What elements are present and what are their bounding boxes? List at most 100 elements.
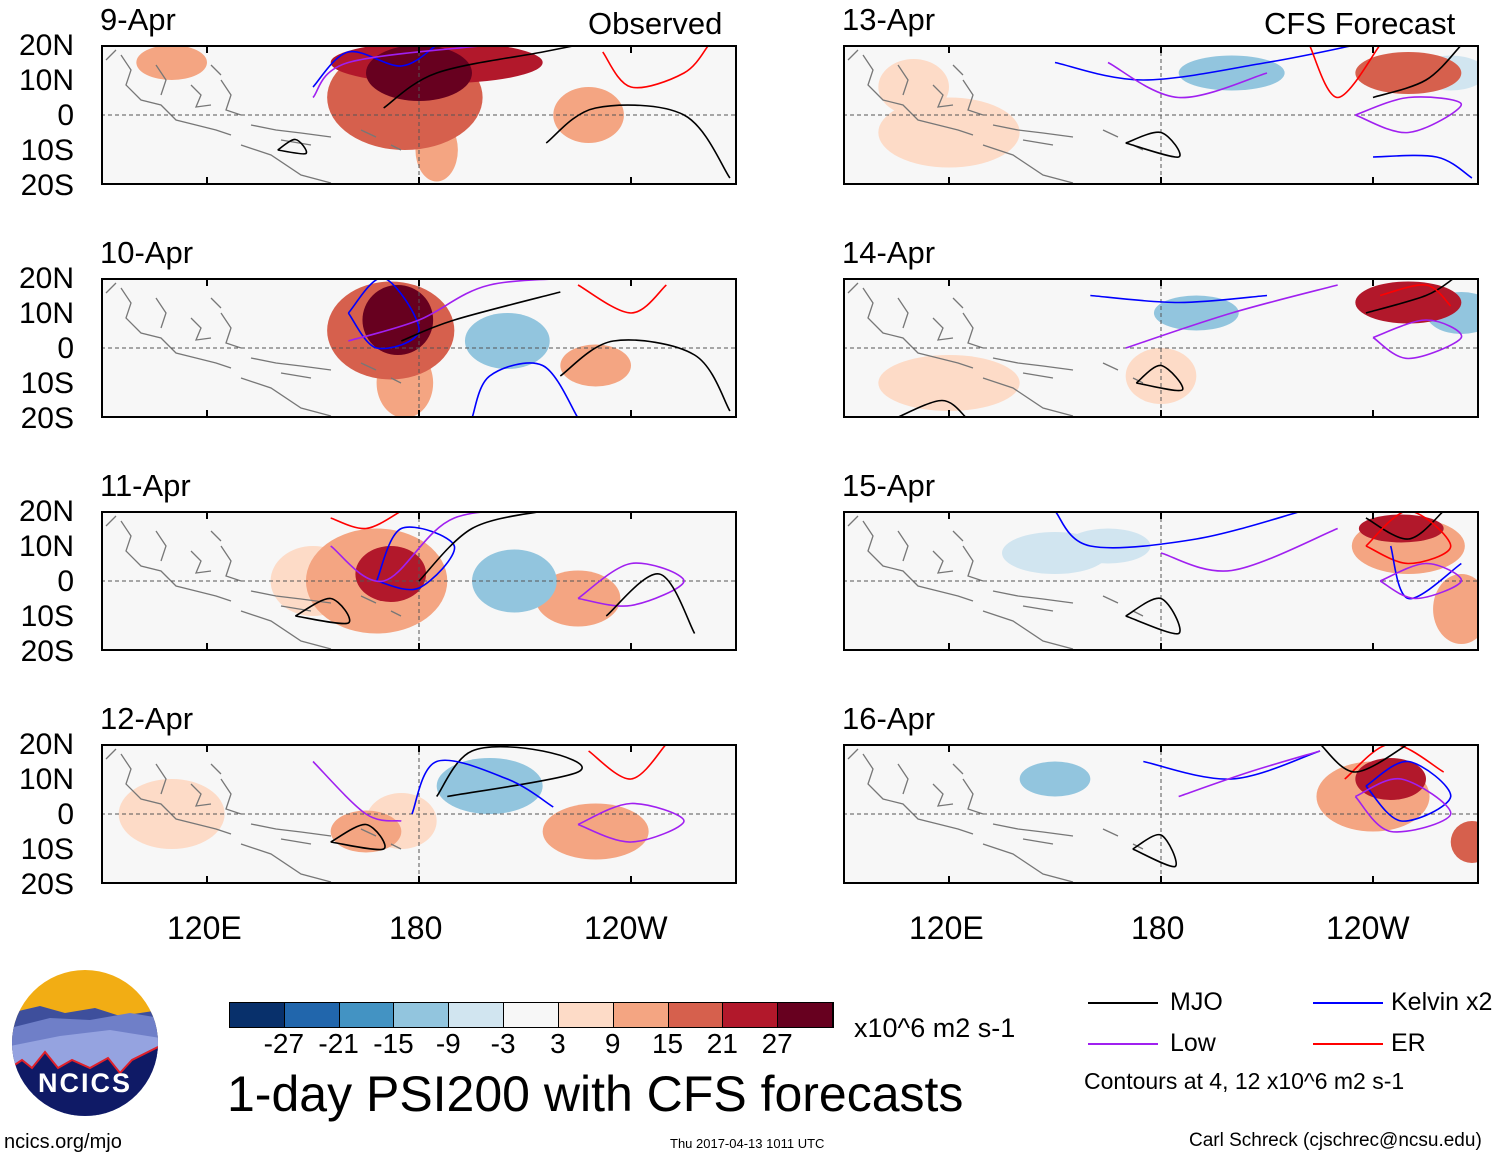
mjo-contour [330, 823, 386, 851]
colorbar-swatch [284, 1003, 340, 1027]
low-contour [1372, 319, 1463, 360]
anomaly-region [1358, 514, 1444, 543]
figure-title: 1-day PSI200 with CFS forecasts [227, 1066, 964, 1122]
legend-mjo-line [1088, 1002, 1158, 1004]
colorbar-label: 21 [706, 1028, 738, 1059]
mjo-contour [895, 399, 968, 418]
panel-date-9-apr: 9-Apr [100, 2, 176, 37]
lat-tick: 0 [57, 99, 74, 132]
lat-tick: 20S [20, 169, 74, 202]
low-contour [1160, 527, 1338, 572]
anomaly-region [560, 344, 631, 387]
low-contour [577, 562, 685, 607]
lat-tick: 20S [20, 402, 74, 435]
kelvin-contour [1365, 760, 1452, 822]
coastline [105, 282, 402, 417]
anomaly-region [136, 132, 278, 168]
mjo-contour [1372, 45, 1462, 99]
anomaly-region [1065, 528, 1151, 564]
footer-url[interactable]: ncics.org/mjo [4, 1131, 122, 1153]
lat-tick: 10N [18, 530, 74, 563]
kelvin-contour [471, 362, 579, 418]
kelvin-contour [1143, 750, 1321, 780]
mjo-contour [1365, 278, 1455, 314]
lon-tick-120w-right: 120W [1326, 910, 1410, 946]
legend-kelvin: Kelvin x2 [1391, 988, 1493, 1016]
lat-tick: 20N [18, 728, 74, 761]
map-panel-14-apr [843, 278, 1479, 418]
low-contour [1125, 284, 1338, 349]
colorbar-swatch [504, 1003, 559, 1027]
low-contour [312, 45, 490, 99]
low-contour [1354, 777, 1452, 833]
er-contour [602, 45, 710, 89]
low-contour [1379, 562, 1463, 600]
colorbar-units: x10^6 m2 s-1 [854, 1013, 1016, 1043]
map-panel-12-apr [101, 744, 737, 884]
anomaly-region [553, 87, 624, 143]
legend-kelvin-line [1313, 1002, 1383, 1004]
kelvin-contour [375, 526, 456, 591]
panel-date-11-apr: 11-Apr [100, 468, 191, 503]
coastline [847, 748, 1144, 883]
map-panel-10-apr [101, 278, 737, 418]
mjo-contour [401, 291, 561, 342]
lat-tick: 0 [57, 332, 74, 365]
mjo-contour [383, 45, 579, 109]
colorbar-swatch [723, 1003, 779, 1027]
map-panel-15-apr [843, 511, 1479, 651]
anomaly-region [136, 45, 207, 80]
anomaly-region [362, 285, 434, 355]
colorbar-swatch [613, 1003, 669, 1027]
lat-tick: 10S [20, 600, 74, 633]
panel-date-12-apr: 12-Apr [100, 701, 194, 736]
coastline [847, 282, 1144, 417]
legend-low-line [1088, 1043, 1158, 1045]
lat-tick: 10N [18, 64, 74, 97]
colorbar-label: -21 [318, 1028, 359, 1059]
kelvin-contour [1372, 154, 1473, 179]
lat-tick: 20N [18, 495, 74, 528]
lon-tick-120w: 120W [584, 910, 668, 946]
low-contour [1107, 61, 1268, 99]
logo-text: NCICS [38, 1068, 132, 1098]
legend-er: ER [1391, 1029, 1426, 1057]
lon-tick-180: 180 [389, 910, 443, 946]
er-contour [577, 284, 667, 314]
colorbar-label: 27 [761, 1028, 793, 1059]
lat-tick: 10N [18, 297, 74, 330]
timestamp: Thu 2017-04-13 1011 UTC [670, 1136, 825, 1151]
colorbar-swatch [668, 1003, 724, 1027]
kelvin-contour [1054, 45, 1356, 81]
mjo-contour [436, 745, 583, 798]
panel-date-14-apr: 14-Apr [842, 235, 936, 270]
anomaly-region [464, 313, 550, 369]
colorbar-label: -9 [435, 1028, 461, 1059]
lat-tick: 20S [20, 635, 74, 668]
coastline [847, 515, 1144, 650]
panel-date-13-apr: 13-Apr [842, 2, 936, 37]
colorbar-label: 15 [651, 1028, 684, 1059]
anomaly-region [1090, 828, 1303, 870]
low-contour [1178, 750, 1321, 798]
colorbar-swatch [230, 1003, 285, 1027]
mjo-contour [1319, 744, 1409, 773]
anomaly-region [1450, 821, 1479, 863]
low-contour [1355, 96, 1463, 134]
anomaly-region [1355, 52, 1462, 94]
lat-tick: 10S [20, 367, 74, 400]
anomaly-region [1019, 761, 1091, 797]
lat-tick: 0 [57, 798, 74, 831]
er-contour [1379, 284, 1452, 307]
mjo-contour [418, 511, 543, 582]
forecast-label: CFS Forecast [1264, 6, 1456, 41]
er-contour [330, 511, 402, 530]
mjo-contour [605, 573, 696, 634]
colorbar-swatch [778, 1003, 833, 1027]
colorbar-label: -27 [263, 1028, 305, 1059]
kelvin-contour [1054, 511, 1303, 549]
low-contour [577, 802, 685, 843]
low-contour [330, 511, 561, 583]
lat-tick: 20N [18, 29, 74, 62]
lon-tick-120e: 120E [167, 910, 242, 946]
